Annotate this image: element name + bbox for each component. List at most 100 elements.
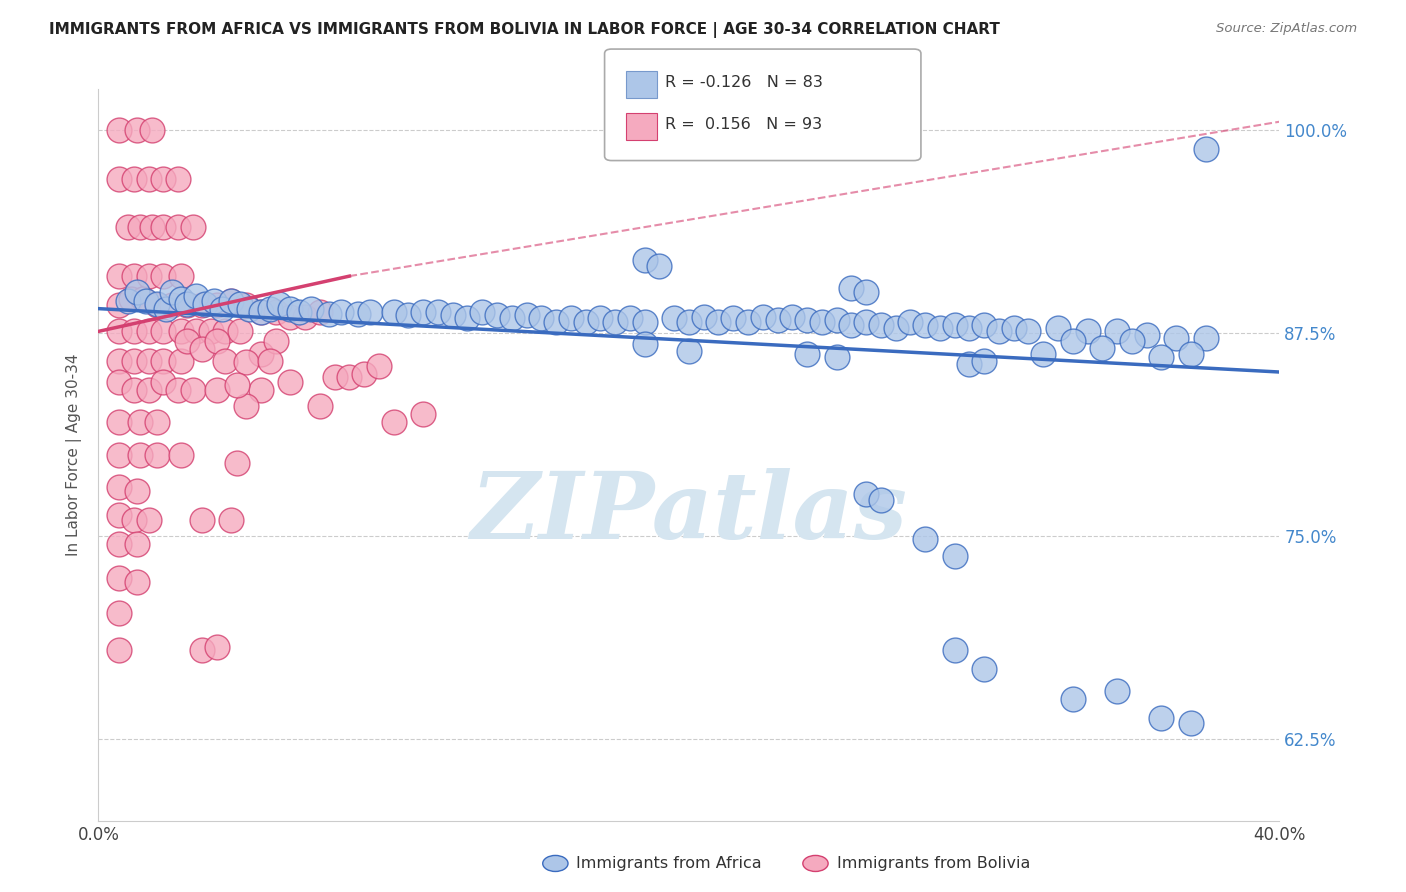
Point bbox=[108, 448, 131, 462]
Point bbox=[229, 297, 252, 311]
Point bbox=[1107, 325, 1129, 339]
Point bbox=[235, 399, 257, 413]
Point bbox=[108, 643, 131, 657]
Point bbox=[125, 537, 148, 551]
Point bbox=[117, 220, 139, 235]
Point bbox=[1091, 341, 1114, 355]
Point bbox=[162, 298, 183, 312]
Point bbox=[229, 325, 252, 339]
Point bbox=[108, 325, 131, 339]
Point bbox=[347, 306, 370, 320]
Point bbox=[152, 220, 174, 235]
Point bbox=[205, 298, 228, 312]
Point bbox=[471, 305, 494, 319]
Point bbox=[162, 285, 183, 300]
Point bbox=[108, 508, 131, 522]
Point bbox=[782, 310, 804, 324]
Point bbox=[181, 383, 204, 397]
Point bbox=[1077, 325, 1099, 339]
Point bbox=[138, 353, 160, 368]
Text: IMMIGRANTS FROM AFRICA VS IMMIGRANTS FROM BOLIVIA IN LABOR FORCE | AGE 30-34 COR: IMMIGRANTS FROM AFRICA VS IMMIGRANTS FRO… bbox=[49, 22, 1000, 38]
Point bbox=[170, 269, 193, 284]
Point bbox=[359, 305, 381, 319]
Point bbox=[1195, 331, 1218, 345]
Point bbox=[108, 375, 131, 389]
Point bbox=[108, 171, 131, 186]
Point bbox=[235, 355, 257, 369]
Point bbox=[128, 220, 150, 235]
Point bbox=[238, 301, 260, 316]
Point bbox=[855, 315, 877, 329]
Point bbox=[128, 416, 150, 430]
Point bbox=[259, 301, 281, 316]
Point bbox=[170, 325, 193, 339]
Point bbox=[299, 301, 322, 316]
Point bbox=[108, 416, 131, 430]
Point bbox=[221, 293, 243, 308]
Point bbox=[1046, 321, 1070, 335]
Point bbox=[122, 171, 145, 186]
Point bbox=[214, 325, 236, 339]
Point bbox=[605, 315, 627, 329]
Point bbox=[280, 375, 302, 389]
Point bbox=[943, 318, 966, 332]
Point bbox=[1107, 683, 1129, 698]
Point bbox=[184, 325, 207, 339]
Point bbox=[870, 493, 893, 508]
Point bbox=[141, 220, 163, 235]
Point bbox=[108, 537, 131, 551]
Point bbox=[723, 311, 745, 326]
Point bbox=[122, 325, 145, 339]
Point bbox=[267, 297, 290, 311]
Point bbox=[235, 298, 257, 312]
Point bbox=[205, 383, 228, 397]
Text: R =  0.156   N = 93: R = 0.156 N = 93 bbox=[665, 118, 823, 132]
Point bbox=[122, 383, 145, 397]
Point bbox=[752, 310, 775, 324]
Point bbox=[264, 305, 287, 319]
Point bbox=[329, 305, 352, 319]
Text: R = -0.126   N = 83: R = -0.126 N = 83 bbox=[665, 76, 823, 90]
Point bbox=[221, 293, 243, 308]
Point bbox=[619, 311, 641, 326]
Point bbox=[108, 353, 131, 368]
Point bbox=[125, 285, 148, 300]
Point bbox=[250, 347, 273, 361]
Point bbox=[309, 305, 332, 319]
Point bbox=[810, 315, 832, 329]
Point bbox=[501, 311, 523, 326]
Point bbox=[280, 310, 302, 324]
Point bbox=[707, 315, 730, 329]
Point bbox=[108, 269, 131, 284]
Point bbox=[280, 301, 302, 316]
Point bbox=[634, 315, 657, 329]
Point bbox=[125, 123, 148, 137]
Point bbox=[176, 297, 198, 311]
Point bbox=[841, 280, 863, 294]
Point bbox=[1032, 347, 1054, 361]
Point bbox=[250, 305, 273, 319]
Point bbox=[678, 343, 700, 358]
Point bbox=[221, 513, 243, 527]
Point bbox=[1018, 325, 1040, 339]
Point bbox=[1150, 351, 1173, 365]
Point bbox=[108, 571, 131, 585]
Point bbox=[309, 399, 332, 413]
Point bbox=[128, 448, 150, 462]
Text: ZIPatlas: ZIPatlas bbox=[471, 468, 907, 558]
Point bbox=[194, 297, 217, 311]
Point bbox=[264, 334, 287, 348]
Point bbox=[1150, 711, 1173, 725]
Point bbox=[412, 407, 434, 421]
Point bbox=[191, 298, 214, 312]
Point bbox=[1002, 321, 1025, 335]
Point bbox=[191, 343, 214, 357]
Point bbox=[648, 260, 671, 274]
Point bbox=[211, 301, 233, 316]
Point bbox=[152, 375, 174, 389]
Point bbox=[988, 325, 1011, 339]
Point bbox=[108, 123, 131, 137]
Point bbox=[634, 337, 657, 351]
Point bbox=[693, 310, 716, 324]
Point bbox=[546, 315, 568, 329]
